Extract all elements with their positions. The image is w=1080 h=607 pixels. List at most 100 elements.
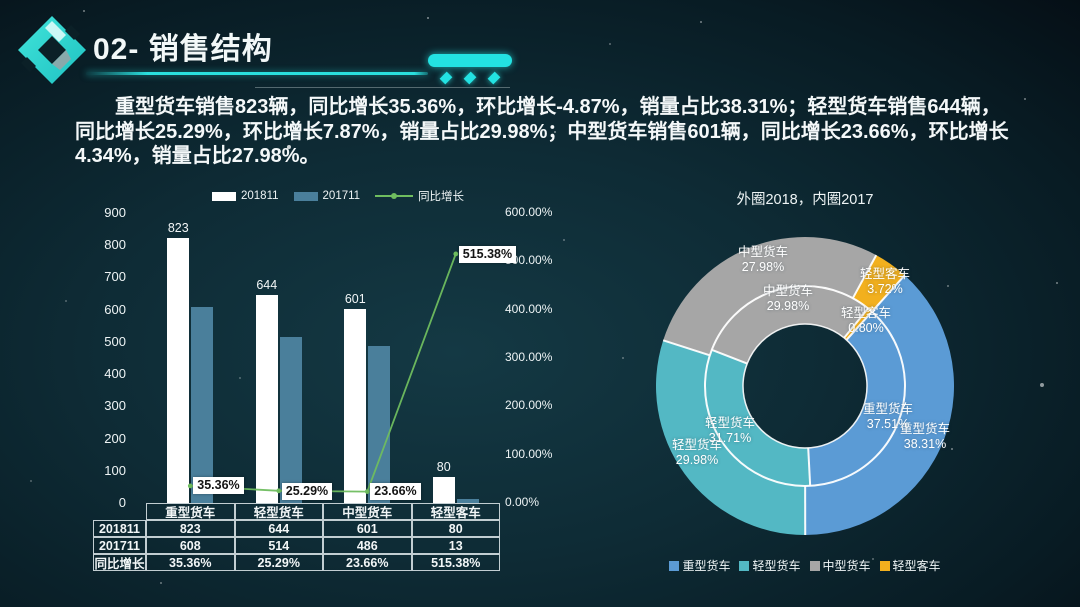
donut-legend-item-重型货车: 重型货车 [669, 557, 730, 574]
bar-201811-cat3 [432, 477, 455, 503]
donut-legend-item-中型货车: 中型货车 [809, 557, 871, 574]
donut-slice-label: 中型货车 27.98% [708, 245, 818, 275]
donut-ring1-slice-0 [808, 311, 905, 486]
donut-slice-name: 中型货车 [762, 284, 813, 298]
title-underline [86, 72, 428, 75]
donut-slice-pct: 3.72% [867, 282, 903, 296]
table-header-cell: 中型货车 [323, 503, 412, 520]
table-cell: 515.38% [411, 554, 500, 571]
donut-legend-swatch-icon [809, 560, 820, 571]
legend-line-dot [391, 192, 398, 199]
deco-diamond-icon [487, 71, 501, 85]
deco-diamond-icon [463, 71, 477, 85]
legend-label: 201811 [241, 190, 279, 202]
left-axis-tick: 100 [104, 462, 126, 478]
table-corner-cell [93, 503, 146, 520]
table-header-cell: 轻型货车 [234, 503, 323, 520]
bar-201811-cat2 [344, 309, 367, 503]
donut-legend-label: 轻型货车 [752, 559, 801, 573]
donut-slice-pct: 29.98% [675, 453, 719, 467]
donut-legend-swatch-icon [739, 560, 750, 571]
growth-point-label: 23.66% [370, 483, 421, 500]
donut-legend-swatch-icon [669, 560, 680, 571]
deco-bar [428, 54, 512, 67]
table-cell: 80 [411, 520, 500, 537]
page-title: 02- 销售结构 [93, 33, 273, 66]
right-axis-tick: 300.00% [505, 350, 553, 364]
left-axis-tick: 200 [104, 430, 126, 446]
right-axis-tick: 400.00% [505, 301, 553, 316]
right-axis-tick: 200.00% [505, 398, 553, 413]
table-row-label: 同比增长 [93, 554, 146, 571]
donut-slice-label: 轻型客车 3.72% [830, 267, 940, 297]
growth-point-label: 25.29% [281, 483, 333, 500]
legend-swatch-icon [212, 191, 236, 201]
bar-201711-cat2 [368, 346, 391, 503]
left-axis-tick: 700 [104, 269, 126, 285]
donut-slice-pct: 31.71% [708, 431, 752, 445]
donut-legend-label: 轻型客车 [892, 559, 941, 573]
donut-legend-label: 重型货车 [682, 559, 731, 573]
donut-slice-name: 重型货车 [862, 402, 913, 416]
legend-item-同比增长: 同比增长 [375, 188, 464, 204]
bar-201811-cat1 [255, 295, 278, 503]
left-axis-tick: 800 [104, 237, 126, 253]
donut-slice-pct: 38.31% [903, 437, 947, 451]
right-axis-tick: 500.00% [505, 253, 553, 268]
table-cell: 25.29% [234, 554, 323, 571]
bar-201811-cat0 [167, 237, 190, 503]
left-axis-tick: 900 [104, 205, 126, 220]
left-axis-tick: 500 [104, 333, 126, 349]
legend-label: 201711 [322, 190, 361, 202]
growth-point-label: 35.36% [193, 477, 244, 494]
bar-value-label: 644 [256, 278, 278, 293]
growth-polyline [190, 253, 457, 493]
left-axis-tick: 600 [104, 301, 126, 317]
table-cell: 35.36% [146, 554, 235, 571]
donut-legend-label: 中型货车 [822, 559, 871, 573]
donut-slice-label: 轻型客车 0.80% [811, 306, 921, 336]
legend-label: 同比增长 [418, 191, 465, 203]
bar-chart-legend: 201811 201711 同比增长 [212, 188, 464, 204]
donut-slice-name: 轻型客车 [859, 267, 910, 281]
table-cell: 514 [234, 537, 323, 554]
bar-201711-cat1 [279, 337, 302, 503]
table-cell: 601 [323, 520, 412, 537]
donut-slice-name: 轻型客车 [840, 306, 891, 320]
bar-201711-cat0 [191, 307, 214, 503]
star-field [0, 0, 2, 2]
left-axis-tick: 0 [118, 495, 126, 510]
growth-point [453, 251, 459, 257]
bar-value-label: 823 [167, 220, 189, 235]
table-row-label: 201711 [93, 537, 146, 554]
right-axis-tick: 100.00% [505, 446, 553, 461]
bar-201711-cat3 [456, 498, 479, 503]
donut-legend: 重型货车 轻型货车 中型货车 轻型客车 [640, 557, 970, 574]
right-axis-tick: 0.00% [505, 495, 540, 509]
donut-legend-item-轻型货车: 轻型货车 [739, 557, 801, 574]
donut-legend-swatch-icon [879, 560, 890, 571]
donut-separator [807, 447, 812, 486]
table-cell: 13 [411, 537, 500, 554]
legend-line-icon [375, 192, 414, 201]
donut-slice-pct: 0.80% [848, 321, 884, 335]
donut-slice-name: 轻型货车 [704, 416, 755, 430]
legend-item-201711: 201711 [293, 190, 361, 202]
table-cell: 608 [146, 537, 235, 554]
table-header-cell: 轻型客车 [411, 503, 500, 520]
donut-title: 外圈2018，内圈2017 [736, 192, 874, 208]
table-cell: 644 [234, 520, 323, 537]
logo-diamond-icon [18, 16, 86, 84]
data-table: 重型货车 轻型货车 中型货车 轻型客车 201811 823 644 601 80 201711 6… [93, 503, 500, 571]
bar-value-label: 80 [436, 460, 451, 475]
table-cell: 23.66% [323, 554, 412, 571]
right-axis-tick: 600.00% [505, 205, 553, 219]
bar-value-label: 601 [344, 292, 366, 307]
legend-swatch-icon [293, 191, 318, 201]
deco-diamond-icon [439, 71, 453, 85]
legend-item-201811: 201811 [212, 190, 279, 202]
donut-slice-name: 中型货车 [737, 245, 788, 259]
table-row-label: 201811 [93, 520, 146, 537]
table-cell: 823 [146, 520, 235, 537]
